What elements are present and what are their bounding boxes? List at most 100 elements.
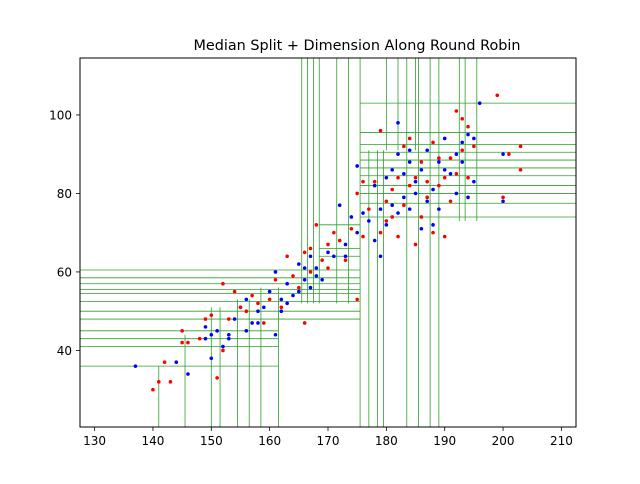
data-point <box>396 234 400 239</box>
data-point <box>390 215 394 219</box>
data-point <box>407 207 412 211</box>
data-point <box>460 117 465 121</box>
data-point <box>203 325 208 329</box>
data-point <box>454 191 459 196</box>
data-point <box>507 152 511 156</box>
data-point <box>407 136 412 141</box>
data-point <box>326 242 330 247</box>
data-point <box>343 254 348 259</box>
data-point <box>291 274 295 278</box>
data-point <box>454 152 459 156</box>
data-point <box>314 266 319 270</box>
data-point <box>518 144 523 149</box>
data-point <box>390 203 394 208</box>
data-point <box>477 101 482 105</box>
data-point <box>454 109 459 113</box>
data-point <box>501 152 505 156</box>
data-point <box>466 132 470 137</box>
data-point <box>302 266 307 270</box>
data-point <box>267 289 272 294</box>
data-point <box>472 136 476 141</box>
data-point <box>431 223 435 227</box>
data-point <box>337 238 342 243</box>
data-point <box>402 203 406 208</box>
data-point <box>518 168 523 172</box>
data-point <box>372 183 377 188</box>
data-point <box>308 254 313 259</box>
data-point <box>174 360 179 365</box>
data-point <box>425 195 430 200</box>
data-point <box>320 258 324 262</box>
data-point <box>442 175 447 180</box>
data-point <box>413 191 418 196</box>
data-point <box>460 148 465 153</box>
data-point <box>203 336 208 341</box>
y-tick-label: 60 <box>57 265 72 279</box>
data-point <box>413 242 418 247</box>
data-point <box>437 183 441 188</box>
data-point <box>460 140 465 145</box>
x-tick-label: 190 <box>433 434 456 448</box>
y-tick-label: 80 <box>57 187 72 201</box>
data-point <box>244 329 249 333</box>
data-point <box>227 332 231 337</box>
split-lines <box>80 58 576 427</box>
data-point <box>256 301 260 306</box>
data-point <box>343 242 348 247</box>
data-point <box>501 199 505 204</box>
data-point <box>361 211 365 215</box>
data-point <box>437 207 441 211</box>
data-point <box>314 274 319 278</box>
data-point <box>361 179 365 184</box>
data-point <box>232 317 237 321</box>
data-point <box>466 124 470 129</box>
data-point <box>460 160 465 164</box>
data-point <box>419 160 424 164</box>
data-point <box>448 156 453 160</box>
data-point <box>314 223 319 227</box>
data-point <box>221 281 225 286</box>
data-point <box>466 195 470 200</box>
data-point <box>495 93 500 98</box>
data-point <box>273 270 278 274</box>
data-point <box>390 187 394 192</box>
data-point <box>425 148 430 153</box>
data-point <box>209 332 214 337</box>
data-point <box>425 179 430 184</box>
data-point <box>291 293 295 298</box>
data-point <box>215 376 219 380</box>
data-point <box>501 195 505 200</box>
data-point <box>372 238 377 243</box>
data-point <box>355 164 359 168</box>
data-point <box>472 144 476 149</box>
data-point <box>326 266 330 270</box>
data-point <box>285 301 289 306</box>
y-tick-label: 100 <box>49 108 72 122</box>
data-point <box>262 321 266 325</box>
data-point <box>419 168 424 172</box>
data-point <box>437 160 441 164</box>
data-point <box>396 211 400 215</box>
data-point <box>355 297 359 302</box>
data-points <box>133 93 523 392</box>
data-point <box>256 309 260 313</box>
data-point <box>378 128 383 133</box>
y-axis-ticks: 40 60 80 100 <box>49 108 80 358</box>
data-point <box>402 172 406 176</box>
data-point <box>162 360 167 365</box>
x-tick-label: 150 <box>200 434 223 448</box>
data-point <box>442 168 447 172</box>
data-point <box>221 344 225 349</box>
data-point <box>227 336 231 341</box>
x-axis-ticks: 130 140 150 160 170 180 190 200 210 <box>83 427 573 448</box>
data-point <box>244 309 249 313</box>
data-point <box>297 289 301 294</box>
data-point <box>425 199 430 204</box>
x-tick-label: 170 <box>317 434 340 448</box>
x-tick-label: 180 <box>375 434 398 448</box>
data-point <box>407 148 412 153</box>
data-point <box>279 297 284 302</box>
data-point <box>349 226 354 231</box>
data-point <box>332 254 336 259</box>
data-point <box>454 172 459 176</box>
